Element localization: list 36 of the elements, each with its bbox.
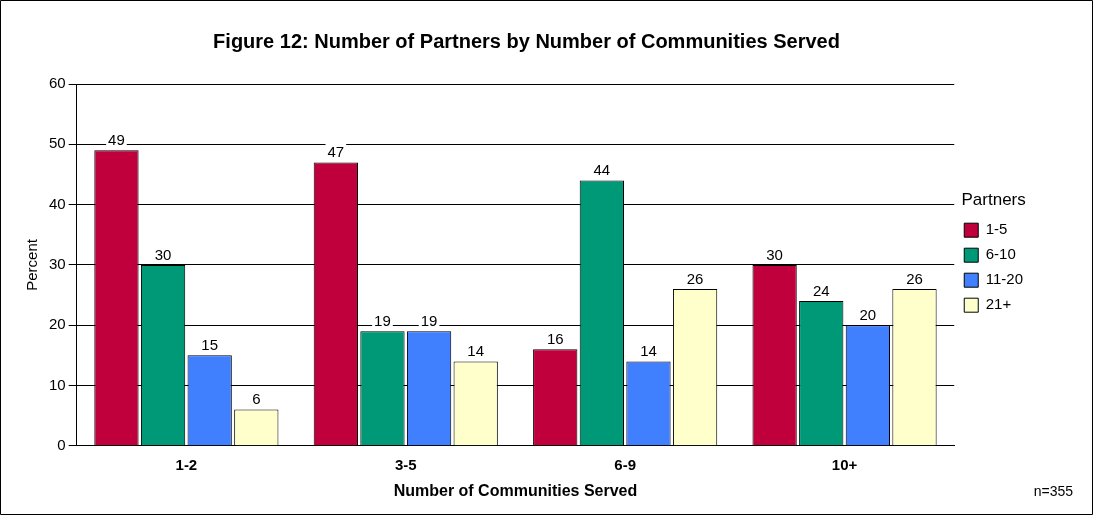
legend-label: 21+ (985, 295, 1012, 313)
y-tick-label: 0 (57, 435, 66, 453)
data-label: 19 (420, 311, 438, 329)
chart-title: Figure 12: Number of Partners by Number of Communities Served (213, 29, 840, 52)
data-label: 30 (766, 245, 783, 263)
data-label: 16 (546, 329, 564, 347)
text: n=355 (1033, 482, 1074, 499)
data-label: 30 (154, 245, 172, 263)
legend-label: 1-5 (985, 220, 1008, 238)
data-label: 26 (906, 269, 923, 287)
data-label: 49 (108, 130, 125, 148)
y-tick-label: 30 (49, 255, 66, 273)
data-label: 47 (327, 143, 345, 161)
data-label: 44 (593, 161, 611, 179)
data-label: 14 (640, 342, 657, 360)
legend-label: 11-20 (985, 270, 1024, 288)
y-tick-label: 20 (49, 315, 66, 333)
y-tick-label: 60 (49, 74, 66, 92)
data-label: 24 (812, 281, 830, 299)
data-label: 19 (374, 311, 391, 329)
y-tick-label: 10 (49, 375, 66, 393)
y-tick-label: 40 (49, 194, 66, 212)
data-label: 15 (201, 335, 219, 353)
x-axis-title: Number of Communities Served (393, 481, 638, 499)
legend-title: Partners (961, 190, 1026, 210)
data-label: 14 (467, 342, 485, 360)
data-label: 26 (686, 269, 704, 287)
data-label: 20 (859, 305, 877, 323)
x-tick-label: 10+ (831, 455, 858, 473)
x-tick-label: 6-9 (614, 455, 637, 473)
y-tick-label: 50 (49, 134, 66, 152)
data-label: 6 (252, 390, 261, 408)
legend-label: 6-10 (985, 245, 1016, 263)
y-axis-title: Percent (23, 238, 41, 291)
x-tick-label: 1-2 (175, 455, 198, 473)
x-tick-label: 3-5 (394, 455, 417, 473)
